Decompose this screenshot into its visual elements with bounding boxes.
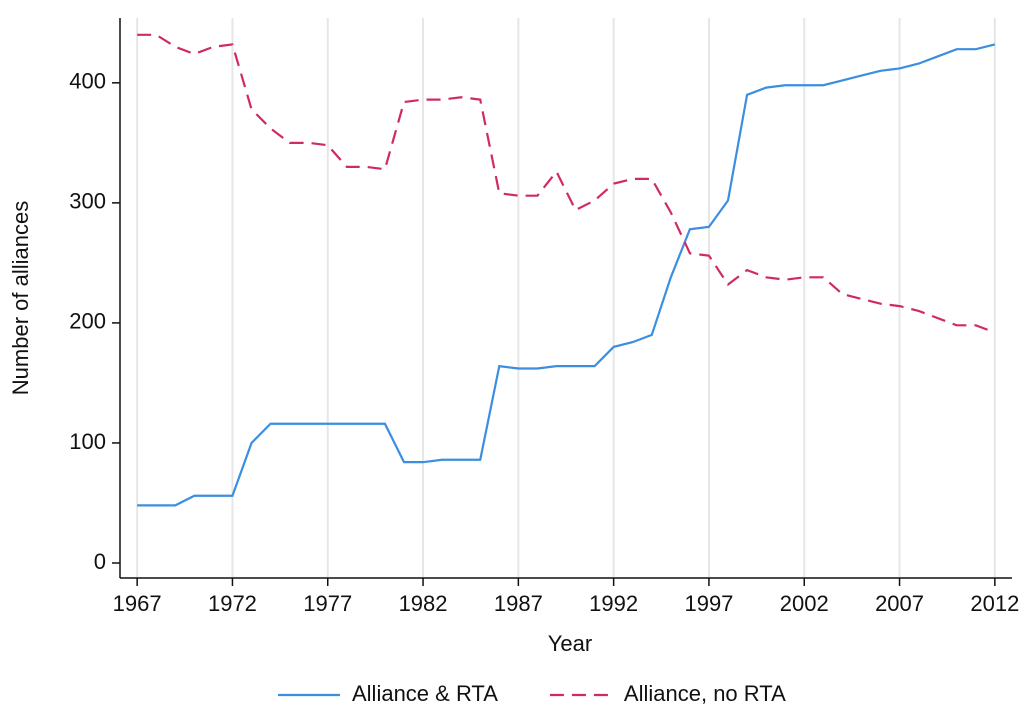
- y-tick-label: 200: [69, 309, 106, 334]
- y-tick-label: 100: [69, 429, 106, 454]
- x-tick-label: 1967: [113, 591, 162, 616]
- x-tick-label: 1987: [494, 591, 543, 616]
- y-tick-label: 0: [94, 549, 106, 574]
- x-tick-label: 2007: [875, 591, 924, 616]
- x-tick-label: 2002: [780, 591, 829, 616]
- x-tick-label: 1997: [684, 591, 733, 616]
- x-tick-label: 1992: [589, 591, 638, 616]
- y-tick-label: 300: [69, 189, 106, 214]
- x-tick-label: 1982: [399, 591, 448, 616]
- line-series: [137, 43, 996, 507]
- line-series: [137, 33, 996, 334]
- x-tick-label: 2012: [970, 591, 1019, 616]
- y-tick-label: 400: [69, 69, 106, 94]
- x-tick-label: 1972: [208, 591, 257, 616]
- x-axis-title: Year: [548, 631, 592, 656]
- y-axis-title: Number of alliances: [8, 201, 33, 395]
- legend-label: Alliance & RTA: [352, 681, 498, 706]
- x-tick-label: 1977: [303, 591, 352, 616]
- legend-label: Alliance, no RTA: [624, 681, 786, 706]
